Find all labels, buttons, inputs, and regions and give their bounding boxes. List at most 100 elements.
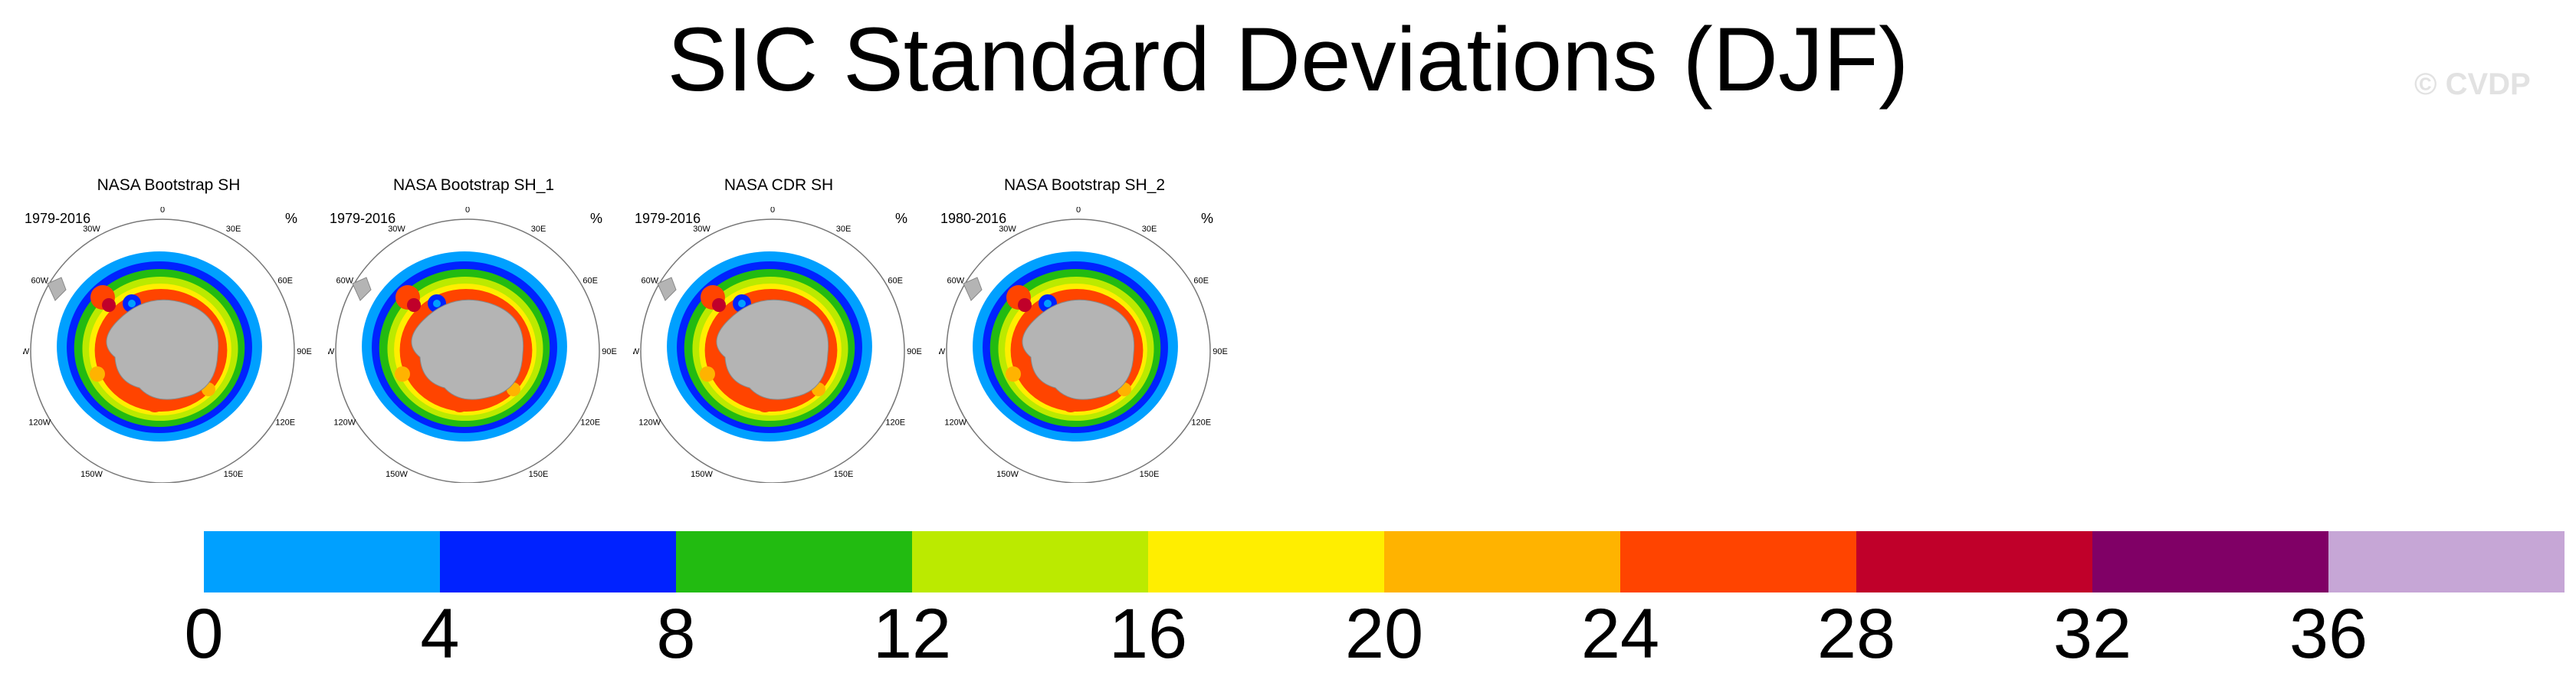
panel-units: % [284,211,297,226]
longitude-label: 150W [80,470,103,479]
longitude-label: 90W [939,347,946,356]
longitude-label: 150W [386,470,408,479]
panel-title: NASA Bootstrap SH_2 [1003,176,1166,194]
colorbar-swatch [912,531,1148,592]
sic-hotspot [90,366,105,382]
longitude-label: 120W [333,418,356,428]
colorbar-tick-label: 28 [1816,595,1896,673]
panel-years: 1980-2016 [940,211,1007,226]
panel-years: 1979-2016 [25,211,91,226]
sic-hotspot [407,298,421,312]
colorbar-swatch [1384,531,1620,592]
longitude-label: 150W [691,470,713,479]
colorbar-swatch [676,531,912,592]
longitude-label: 30E [226,225,241,234]
longitude-label: 60W [947,277,964,286]
antarctica-landmass [1022,299,1135,400]
colorbar-tick-label: 0 [184,595,224,673]
colorbar-swatch [204,531,440,592]
polar-map: 030E60E90E120E150E180150W120W90W60W30W [23,207,312,483]
sic-hotspot [433,300,441,307]
longitude-label: 90E [602,347,617,356]
panel-title: NASA Bootstrap SH [97,176,241,194]
map-panel: NASA Bootstrap SH 1979-2016% 0 30E 60E 90E 120… [23,176,314,498]
colorbar-tick-label: 32 [2053,595,2132,673]
sic-hotspot [128,300,136,307]
longitude-label: 0 [1076,207,1081,215]
colorbar-tick-label: 20 [1344,595,1424,673]
longitude-label: 60E [582,277,598,286]
longitude-label: 60E [1193,277,1209,286]
longitude-label: 0 [160,207,165,215]
colorbar-tick-label: 8 [656,595,696,673]
panel-years: 1979-2016 [330,211,396,226]
longitude-label: 150E [1140,470,1160,479]
sic-hotspot [395,366,410,382]
longitude-label: 90E [297,347,312,356]
map-panel: NASA CDR SH 1979-2016% 0 30E 60E 90E 120E 150E 1… [633,176,924,498]
colorbar-swatch [440,531,676,592]
polar-map: 030E60E90E120E150E180150W120W90W60W30W [633,207,922,483]
south-america-landmass [657,277,677,301]
colorbar-swatch [1620,531,1856,592]
panel-title: NASA CDR SH [724,176,834,194]
south-america-landmass [963,277,983,301]
longitude-label: 90E [907,347,922,356]
panel-units: % [589,211,602,226]
longitude-label: 30E [1142,225,1157,234]
colorbar-swatch [1856,531,2092,592]
colorbar-tick-label: 16 [1108,595,1188,673]
longitude-label: 60W [336,277,353,286]
longitude-label: 120W [944,418,966,428]
polar-map: 030E60E90E120E150E180150W120W90W60W30W [328,207,617,483]
longitude-label: 120E [885,418,905,428]
sic-hotspot [712,298,726,312]
longitude-label: 30E [836,225,852,234]
longitude-label: 150E [529,470,549,479]
sic-hotspot [1018,298,1032,312]
sic-hotspot [700,366,715,382]
longitude-label: 30W [83,225,100,234]
longitude-label: 30W [999,225,1016,234]
longitude-label: 30W [388,225,405,234]
longitude-label: 150E [224,470,244,479]
map-panel: NASA Bootstrap SH_1 1979-2016% 0 30E 60E 90E 1… [328,176,619,498]
colorbar-tick-label: 4 [420,595,460,673]
longitude-label: 60W [31,277,48,286]
antarctica-landmass [716,299,829,400]
panel-units: % [1200,211,1213,226]
antarctica-landmass [411,299,524,400]
longitude-label: 120E [275,418,295,428]
longitude-label: 30W [693,225,710,234]
south-america-landmass [47,277,67,301]
longitude-label: 60E [888,277,903,286]
longitude-label: 120W [28,418,51,428]
sic-hotspot [102,298,116,312]
sic-hotspot [1006,366,1021,382]
longitude-label: 120E [580,418,600,428]
longitude-label: 90W [633,347,640,356]
colorbar-swatch [1148,531,1384,592]
antarctica-landmass [106,299,219,400]
longitude-label: 90E [1213,347,1228,356]
watermark: © CVDP [2414,67,2531,101]
colorbar-tick-label: 12 [872,595,952,673]
longitude-label: 120E [1191,418,1211,428]
sic-hotspot [738,300,746,307]
colorbar-tick-label: 36 [2289,595,2368,673]
longitude-label: 120W [638,418,661,428]
longitude-label: 60W [641,277,658,286]
polar-map: 030E60E90E120E150E180150W120W90W60W30W [939,207,1228,483]
colorbar [204,531,2565,592]
south-america-landmass [352,277,372,301]
longitude-label: 60E [277,277,293,286]
longitude-label: 150W [996,470,1019,479]
longitude-label: 0 [465,207,470,215]
longitude-label: 90W [328,347,335,356]
sic-hotspot [1044,300,1052,307]
page-title: SIC Standard Deviations (DJF) [667,9,1909,110]
colorbar-tick-label: 24 [1580,595,1660,673]
longitude-label: 90W [23,347,30,356]
colorbar-swatch [2092,531,2328,592]
panel-units: % [894,211,907,226]
